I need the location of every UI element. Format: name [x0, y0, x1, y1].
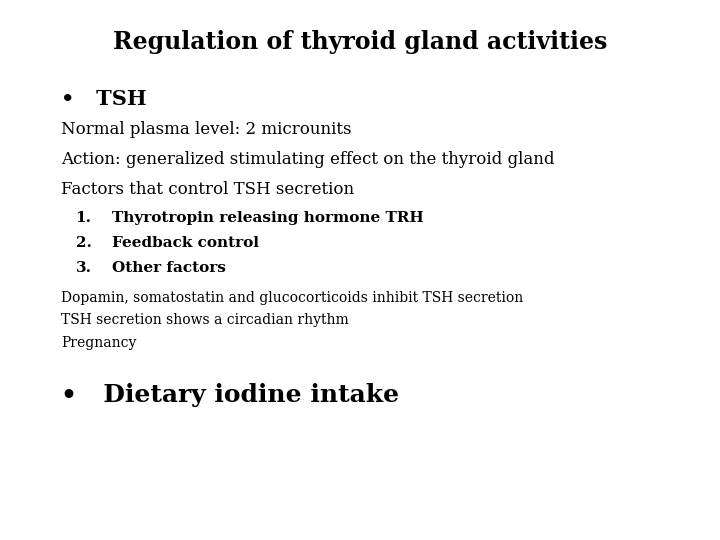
Text: •   TSH: • TSH: [61, 89, 147, 109]
Text: 1.: 1.: [76, 211, 91, 225]
Text: Feedback control: Feedback control: [112, 236, 258, 250]
Text: •   Dietary iodine intake: • Dietary iodine intake: [61, 383, 400, 407]
Text: 2.: 2.: [76, 236, 91, 250]
Text: 3.: 3.: [76, 261, 91, 275]
Text: Pregnancy: Pregnancy: [61, 336, 137, 350]
Text: Other factors: Other factors: [112, 261, 225, 275]
Text: TSH secretion shows a circadian rhythm: TSH secretion shows a circadian rhythm: [61, 313, 349, 327]
Text: Regulation of thyroid gland activities: Regulation of thyroid gland activities: [113, 30, 607, 53]
Text: Dopamin, somatostatin and glucocorticoids inhibit TSH secretion: Dopamin, somatostatin and glucocorticoid…: [61, 291, 523, 305]
Text: Normal plasma level: 2 microunits: Normal plasma level: 2 microunits: [61, 122, 351, 138]
Text: Action: generalized stimulating effect on the thyroid gland: Action: generalized stimulating effect o…: [61, 151, 554, 168]
Text: Thyrotropin releasing hormone TRH: Thyrotropin releasing hormone TRH: [112, 211, 423, 225]
Text: Factors that control TSH secretion: Factors that control TSH secretion: [61, 181, 354, 198]
